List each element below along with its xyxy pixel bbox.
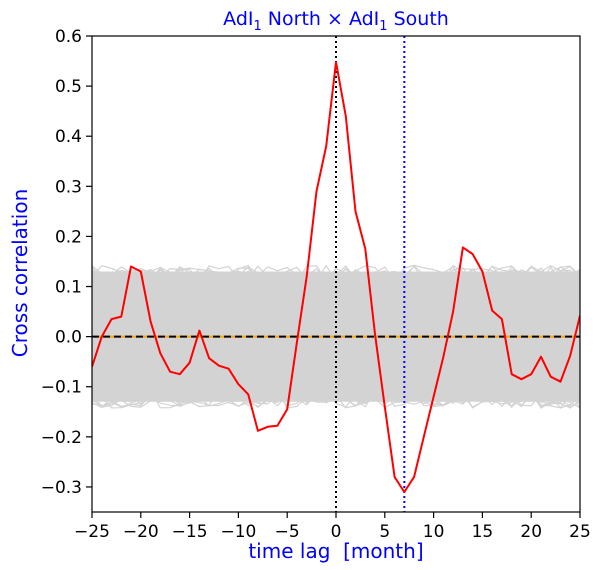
series-layer [92, 61, 580, 493]
x-tick-label: −10 [220, 522, 256, 542]
x-tick-label: −20 [123, 522, 159, 542]
x-tick-label: 20 [520, 522, 542, 542]
x-tick-label: 15 [472, 522, 494, 542]
y-tick-label: 0.2 [55, 227, 82, 247]
y-tick-label: −0.2 [41, 428, 82, 448]
x-tick-label: 10 [423, 522, 445, 542]
x-axis-ticks: −25 −20 −15 −10 −5 0 5 10 15 20 25 [74, 512, 591, 542]
x-tick-label: 5 [379, 522, 390, 542]
y-tick-label: −0.1 [41, 378, 82, 398]
y-tick-label: 0.5 [55, 77, 82, 97]
x-tick-label: −15 [172, 522, 208, 542]
y-tick-label: −0.3 [41, 478, 82, 498]
x-tick-label: 25 [569, 522, 591, 542]
y-tick-label: 0.4 [55, 127, 82, 147]
reference-lines [92, 36, 580, 512]
y-tick-label: 0.0 [55, 328, 82, 348]
y-tick-label: 0.3 [55, 177, 82, 197]
null-band-edge [92, 264, 580, 283]
y-axis-title: Cross correlation [8, 189, 32, 358]
null-band-edge [92, 264, 580, 284]
x-axis-title: time lag [month] [248, 539, 423, 563]
null-band-edge [92, 390, 580, 409]
x-tick-label: 0 [331, 522, 342, 542]
y-tick-label: 0.6 [55, 27, 82, 47]
null-band-edge [92, 390, 580, 409]
x-tick-label: −25 [74, 522, 110, 542]
y-tick-label: 0.1 [55, 278, 82, 298]
series-line-0 [92, 61, 580, 493]
x-tick-label: −5 [275, 522, 300, 542]
chart-title: AdI1 North × AdI1 South [223, 8, 449, 34]
y-axis-ticks: −0.3 −0.2 −0.1 0.0 0.1 0.2 0.3 0.4 0.5 0.6 [41, 27, 92, 498]
